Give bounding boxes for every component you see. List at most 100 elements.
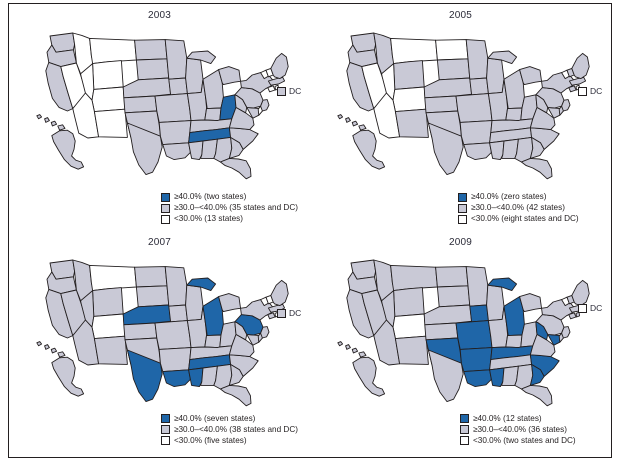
state-wy (93, 61, 124, 90)
state-ia (470, 305, 489, 322)
legend-label: ≥40.0% (seven states) (174, 413, 256, 423)
state-nj (261, 100, 269, 111)
state-az (374, 93, 400, 138)
state-mt (391, 265, 438, 290)
dc-label: DC (289, 86, 302, 97)
state-in (205, 335, 221, 348)
us-map-2009 (318, 248, 606, 416)
legend-item: ≥40.0% (seven states) (161, 414, 298, 424)
dc-label: DC (590, 302, 603, 313)
state-co (92, 314, 125, 339)
state-la (464, 143, 492, 160)
state-nm (395, 109, 428, 137)
legend-2009: ≥40.0% (12 states) ≥30.0–<40.0% (36 stat… (460, 414, 576, 446)
state-wi (186, 285, 203, 320)
legend-item: ≥30.0–<40.0% (36 states) (460, 425, 576, 435)
state-nj (562, 100, 570, 111)
us-map-svg-2003 (17, 21, 305, 189)
state-co (92, 87, 125, 112)
state-ct (268, 312, 275, 318)
legend-swatch-low-icon (460, 436, 469, 445)
state-mn (165, 266, 187, 306)
state-mt (90, 38, 137, 63)
us-map-2003 (17, 21, 305, 189)
state-ia (169, 305, 188, 322)
dc-marker-2003: DC (277, 87, 301, 96)
state-ar (159, 347, 191, 371)
state-ne (123, 305, 170, 325)
state-mo (155, 320, 191, 349)
state-ct (268, 86, 275, 92)
state-nd (135, 266, 167, 286)
legend-item: <30.0% (five states) (161, 436, 298, 446)
state-ak (353, 357, 385, 396)
legend-swatch-low-icon (161, 436, 170, 445)
state-la (163, 369, 191, 386)
legend-label: <30.0% (two states and DC) (473, 435, 576, 445)
state-mi (488, 278, 517, 291)
state-ar (460, 121, 492, 145)
dc-marker-2007: DC (277, 307, 302, 318)
state-wi (186, 58, 203, 93)
state-wi (487, 58, 504, 93)
state-tx (127, 123, 162, 175)
dc-label: DC (289, 307, 302, 318)
legend-swatch-mid-icon (161, 203, 170, 213)
legend-item: ≥40.0% (12 states) (460, 414, 576, 424)
state-mi (187, 278, 216, 291)
state-la (464, 369, 492, 386)
dc-marker-2005: DC (578, 87, 602, 96)
state-co (393, 87, 426, 112)
state-sd (437, 285, 469, 306)
state-ak (52, 130, 84, 169)
legend-label: <30.0% (eight states and DC) (471, 214, 579, 223)
state-co (393, 314, 426, 339)
us-map-svg-2007 (17, 248, 305, 416)
dc-swatch-icon (578, 87, 587, 96)
panel-title-2009: 2009 (448, 236, 473, 248)
state-mn (466, 40, 488, 80)
state-fl (220, 385, 251, 405)
state-me (572, 53, 589, 78)
state-mi (488, 51, 517, 64)
panel-2005: 2005 DC ≥40.0% (zero states) (310, 4, 611, 231)
legend-2005: ≥40.0% (zero states) ≥30.0–<40.0% (42 st… (458, 192, 579, 224)
state-ct (569, 86, 576, 92)
state-la (163, 143, 191, 160)
legend-2003: ≥40.0% (two states) ≥30.0–<40.0% (35 sta… (161, 192, 298, 224)
state-mo (456, 320, 492, 349)
state-mn (165, 40, 187, 80)
state-in (205, 108, 221, 121)
legend-swatch-mid-icon (458, 203, 467, 213)
state-mo (456, 94, 492, 123)
dc-swatch-icon (277, 308, 286, 318)
state-fl (521, 385, 552, 405)
state-ct (569, 312, 576, 318)
state-me (572, 280, 589, 305)
state-mi (187, 51, 216, 64)
panel-2009: 2009 DC ≥40.0% (12 states) (310, 231, 611, 458)
state-mt (391, 38, 438, 63)
panel-title-2003: 2003 (147, 10, 172, 21)
state-ma (569, 77, 585, 85)
state-in (506, 108, 522, 121)
panel-title-2005: 2005 (448, 10, 473, 21)
state-ne (123, 78, 170, 98)
legend-item: ≥40.0% (zero states) (458, 192, 579, 202)
legend-item: <30.0% (13 states) (161, 214, 298, 224)
state-ia (470, 78, 489, 95)
us-map-svg-2005 (318, 21, 606, 189)
state-az (73, 320, 99, 365)
state-ak (353, 130, 385, 169)
legend-swatch-high-icon (161, 414, 170, 423)
state-ma (268, 304, 284, 312)
state-nj (261, 326, 269, 337)
legend-label: <30.0% (five states) (174, 435, 247, 445)
state-nm (94, 336, 127, 364)
state-hi (37, 115, 65, 131)
state-hi (338, 115, 366, 131)
state-ia (169, 78, 188, 95)
state-nd (135, 40, 167, 60)
state-ma (268, 77, 284, 85)
panel-title-2007: 2007 (147, 236, 172, 248)
